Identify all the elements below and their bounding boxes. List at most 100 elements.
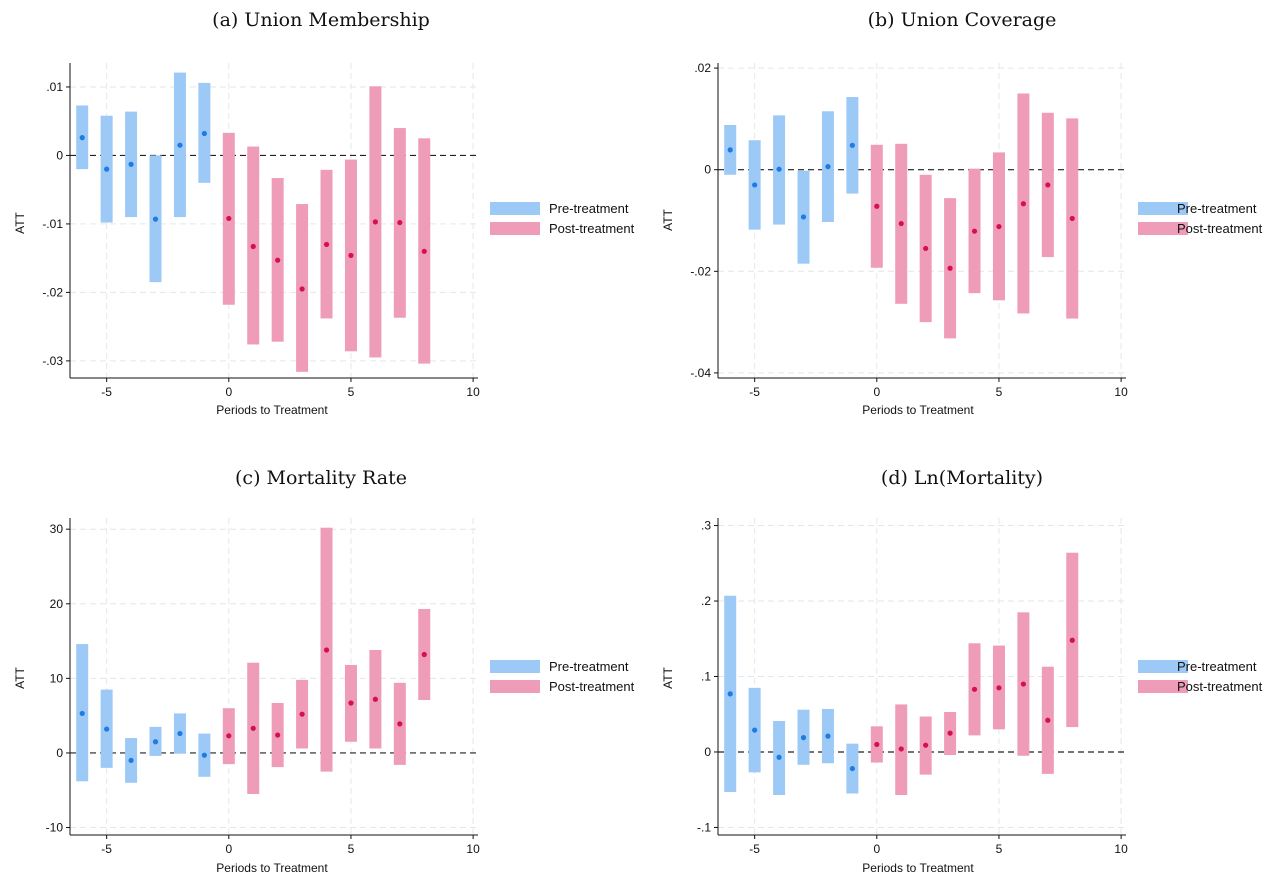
point-estimate bbox=[201, 130, 207, 137]
point-estimate bbox=[152, 216, 159, 222]
panel-title: (d) Ln(Mortality) bbox=[881, 467, 1043, 489]
point-estimate bbox=[372, 696, 378, 702]
y-tick-label: -.04 bbox=[690, 366, 711, 380]
point-estimate bbox=[849, 765, 855, 772]
point-estimate bbox=[825, 164, 831, 170]
point-estimate bbox=[79, 135, 85, 141]
point-estimate bbox=[1020, 681, 1026, 687]
y-tick-label: .02 bbox=[694, 61, 711, 75]
x-tick-label: 5 bbox=[348, 842, 355, 856]
point-estimate bbox=[776, 166, 782, 172]
point-estimate bbox=[323, 241, 330, 248]
y-tick-label: 30 bbox=[50, 522, 64, 536]
x-tick-label: 10 bbox=[466, 385, 480, 399]
x-axis-label: Periods to Treatment bbox=[862, 403, 974, 417]
point-estimate bbox=[1069, 637, 1075, 643]
legend-label-post: Post-treatment bbox=[1177, 221, 1263, 236]
x-tick-label: -5 bbox=[101, 385, 112, 399]
y-tick-label: 20 bbox=[50, 597, 64, 611]
x-tick-label: 5 bbox=[996, 842, 1003, 856]
point-estimate bbox=[250, 725, 256, 731]
point-estimate bbox=[1069, 215, 1075, 222]
point-estimate bbox=[825, 733, 831, 739]
point-estimate bbox=[971, 686, 978, 692]
x-tick-label: 5 bbox=[348, 385, 355, 399]
point-estimate bbox=[299, 711, 305, 717]
legend-swatch-post bbox=[490, 222, 540, 235]
panel-union-coverage: (b) Union Coverage .02 0 -.02 -.04 -5 0 5 10 Pe… bbox=[661, 9, 1263, 417]
legend-swatch-pre bbox=[490, 660, 540, 673]
y-axis-label: ATT bbox=[13, 211, 27, 233]
point-estimate bbox=[947, 265, 953, 271]
legend-label-pre: Pre-treatment bbox=[1177, 659, 1257, 674]
legend-label-pre: Pre-treatment bbox=[549, 659, 629, 674]
legend: Pre-treatment Post-treatment bbox=[1138, 201, 1263, 236]
point-estimate bbox=[752, 727, 758, 733]
point-estimate bbox=[323, 647, 330, 653]
x-tick-label: -5 bbox=[749, 842, 760, 856]
point-estimate bbox=[849, 142, 855, 148]
legend-label-post: Post-treatment bbox=[549, 221, 635, 236]
x-tick-label: 0 bbox=[225, 842, 232, 856]
legend-label-post: Post-treatment bbox=[1177, 679, 1263, 694]
y-tick-label: -10 bbox=[46, 821, 64, 835]
legend-label-pre: Pre-treatment bbox=[549, 201, 629, 216]
point-estimate bbox=[776, 754, 782, 760]
point-estimate bbox=[874, 741, 880, 748]
point-estimate bbox=[201, 752, 207, 758]
point-estimate bbox=[800, 735, 807, 741]
y-axis-label: ATT bbox=[13, 666, 27, 688]
point-estimate bbox=[923, 742, 929, 748]
point-estimate bbox=[104, 166, 110, 172]
point-estimate bbox=[947, 730, 953, 736]
point-estimate bbox=[996, 223, 1002, 230]
point-estimate bbox=[226, 733, 232, 739]
point-estimate bbox=[152, 739, 159, 745]
x-axis-label: Periods to Treatment bbox=[216, 861, 328, 875]
point-estimate bbox=[226, 215, 232, 222]
y-tick-label: -.02 bbox=[690, 264, 711, 278]
point-estimate bbox=[128, 757, 134, 764]
y-axis-label: ATT bbox=[661, 208, 675, 230]
point-estimate bbox=[299, 286, 305, 292]
panel-title: (a) Union Membership bbox=[212, 9, 430, 31]
panel-title: (b) Union Coverage bbox=[868, 9, 1057, 31]
point-estimate bbox=[397, 721, 403, 727]
y-tick-label: -.03 bbox=[42, 354, 63, 368]
y-tick-label: 0 bbox=[704, 745, 711, 759]
y-tick-label: .01 bbox=[46, 80, 63, 94]
point-estimate bbox=[1045, 182, 1051, 188]
legend-swatch-pre bbox=[1138, 660, 1188, 673]
y-tick-label: .2 bbox=[701, 594, 711, 608]
point-estimate bbox=[752, 182, 758, 188]
point-estimate bbox=[128, 161, 134, 167]
point-estimate bbox=[898, 746, 904, 752]
legend-swatch-post bbox=[490, 680, 540, 693]
point-estimate bbox=[177, 730, 183, 737]
point-estimate bbox=[397, 219, 403, 226]
x-tick-label: 10 bbox=[1114, 385, 1128, 399]
legend-swatch-post bbox=[1138, 222, 1188, 235]
x-tick-label: -5 bbox=[101, 842, 112, 856]
legend-swatch-pre bbox=[490, 202, 540, 215]
point-estimate bbox=[800, 214, 807, 220]
x-axis-label: Periods to Treatment bbox=[862, 861, 974, 875]
x-axis-label: Periods to Treatment bbox=[216, 403, 328, 417]
point-estimate bbox=[996, 685, 1002, 691]
x-tick-label: 0 bbox=[873, 842, 880, 856]
point-estimate bbox=[275, 257, 281, 263]
y-tick-label: .3 bbox=[701, 519, 711, 533]
point-estimate bbox=[177, 142, 183, 148]
y-tick-label: 10 bbox=[50, 671, 64, 685]
panel-ln-mortality: (d) Ln(Mortality) .3 .2 .1 0 -.1 -5 0 5 10 Perio… bbox=[661, 467, 1263, 875]
x-tick-label: -5 bbox=[749, 385, 760, 399]
x-tick-label: 10 bbox=[466, 842, 480, 856]
point-estimate bbox=[372, 219, 378, 225]
point-estimate bbox=[275, 732, 281, 738]
x-tick-label: 0 bbox=[873, 385, 880, 399]
y-tick-label: 0 bbox=[56, 148, 63, 162]
x-tick-label: 10 bbox=[1114, 842, 1128, 856]
y-tick-label: -.02 bbox=[42, 285, 63, 299]
point-estimate bbox=[421, 248, 427, 254]
